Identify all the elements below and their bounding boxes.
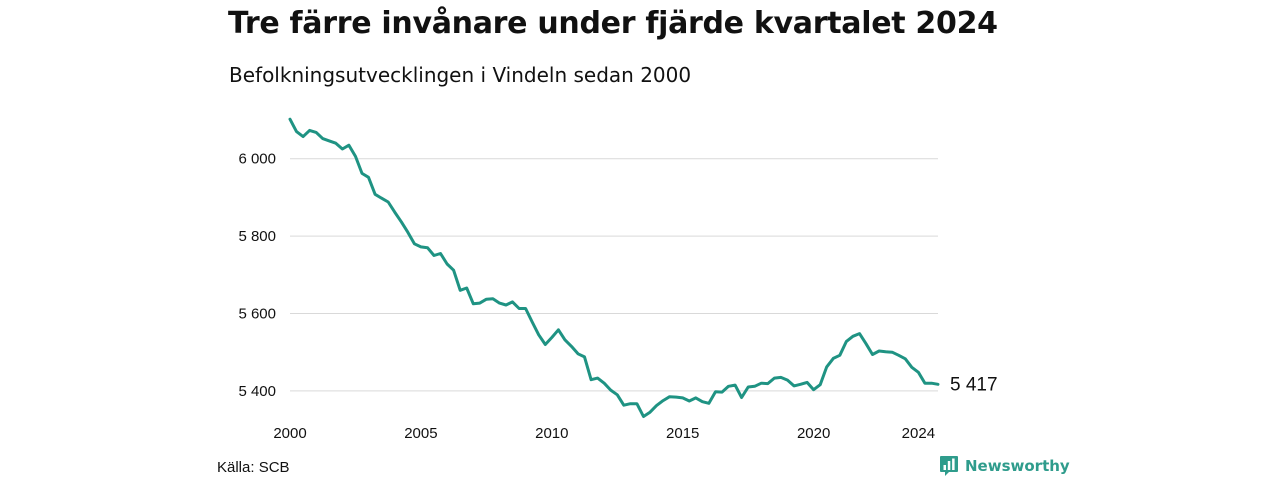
brand-logo: Newsworthy	[939, 455, 1070, 477]
series-line	[288, 117, 940, 418]
x-tick-label-2020: 2020	[797, 425, 830, 442]
source-note: Källa: SCB	[217, 459, 290, 476]
y-tick-label-5400: 5 400	[238, 383, 276, 400]
x-tick-label-2010: 2010	[535, 425, 568, 442]
x-tick-label-2024: 2024	[902, 425, 935, 442]
brand-name: Newsworthy	[965, 457, 1070, 475]
x-tick-label-2005: 2005	[404, 425, 437, 442]
y-tick-label-6000: 6 000	[238, 151, 276, 168]
x-tick-label-2015: 2015	[666, 425, 699, 442]
y-tick-label-5600: 5 600	[238, 306, 276, 323]
chart-subtitle: Befolkningsutvecklingen i Vindeln sedan …	[229, 63, 692, 87]
x-tick-label-2000: 2000	[273, 425, 306, 442]
y-tick-label-5800: 5 800	[238, 228, 276, 245]
chart-title: Tre färre invånare under fjärde kvartale…	[228, 6, 998, 41]
end-value-label: 5 417	[950, 374, 998, 395]
bar-chart-logo-icon	[940, 456, 958, 476]
